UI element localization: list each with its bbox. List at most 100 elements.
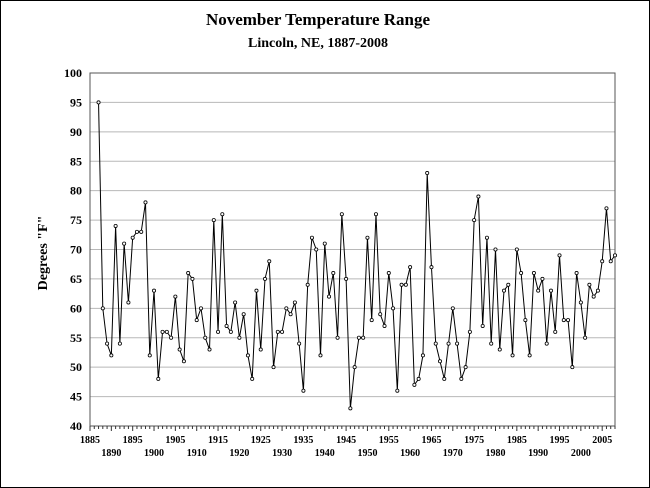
data-point (557, 253, 562, 258)
data-point (105, 341, 110, 346)
x-tick-label: 1895 (123, 435, 143, 446)
data-point (527, 353, 532, 358)
data-point (442, 376, 447, 381)
data-point (198, 306, 203, 311)
data-point (288, 312, 293, 317)
plot-area-border (89, 72, 616, 427)
data-point (450, 306, 455, 311)
data-point (134, 229, 139, 234)
x-tick-label: 1955 (379, 435, 399, 446)
data-point (433, 341, 438, 346)
data-point (548, 288, 553, 293)
data-point (301, 388, 306, 393)
data-point (412, 382, 417, 387)
data-point (156, 376, 161, 381)
x-tick-label: 1935 (293, 435, 313, 446)
data-point (344, 276, 349, 281)
data-point (113, 223, 118, 228)
data-point (147, 353, 152, 358)
data-point (574, 271, 579, 276)
data-point (604, 206, 609, 211)
data-point (348, 406, 353, 411)
data-point (271, 365, 276, 370)
data-point (233, 300, 238, 305)
data-point (608, 259, 613, 264)
data-point (455, 341, 460, 346)
data-point (472, 218, 477, 223)
data-point (544, 341, 549, 346)
data-point (220, 212, 225, 217)
data-point (194, 318, 199, 323)
data-point (600, 259, 605, 264)
x-tick-label: 1905 (165, 435, 185, 446)
x-tick-label: 1950 (357, 448, 377, 459)
data-point (373, 212, 378, 217)
data-point (254, 288, 259, 293)
x-tick-label: 1930 (272, 448, 292, 459)
data-point (109, 353, 114, 358)
data-point (181, 359, 186, 364)
data-point (237, 335, 242, 340)
data-point (446, 341, 451, 346)
data-point (245, 353, 250, 358)
y-tick-label: 60 (70, 301, 82, 315)
data-point (211, 218, 216, 223)
data-point (331, 271, 336, 276)
data-point (476, 194, 481, 199)
data-point (126, 300, 131, 305)
data-point (489, 341, 494, 346)
x-tick-label: 1940 (315, 448, 335, 459)
data-point (361, 335, 366, 340)
data-point (96, 100, 101, 105)
x-tick-label: 1925 (251, 435, 271, 446)
data-point (314, 247, 319, 252)
x-tick-label: 1975 (464, 435, 484, 446)
data-point (152, 288, 157, 293)
data-point (190, 276, 195, 281)
data-point (309, 235, 314, 240)
y-tick-label: 55 (70, 331, 82, 345)
data-point (139, 229, 144, 234)
data-point (186, 271, 191, 276)
y-axis-label: Degrees "F" (36, 216, 51, 291)
data-point (493, 247, 498, 252)
data-point (160, 329, 165, 334)
data-point (335, 335, 340, 340)
x-tick-label: 1900 (144, 448, 164, 459)
data-point (267, 259, 272, 264)
y-tick-label: 85 (70, 154, 82, 168)
chart-subtitle: Lincoln, NE, 1887-2008 (248, 36, 388, 51)
data-point (224, 323, 229, 328)
data-point (437, 359, 442, 364)
y-tick-label: 100 (64, 66, 82, 80)
x-tick-label: 1960 (400, 448, 420, 459)
data-point (327, 294, 332, 299)
data-point (284, 306, 289, 311)
data-point (531, 271, 536, 276)
data-point (391, 306, 396, 311)
data-point (122, 241, 127, 246)
data-point (561, 318, 566, 323)
x-tick-label: 2000 (571, 448, 591, 459)
x-tick-label: 1965 (421, 435, 441, 446)
series-line (98, 102, 616, 409)
data-point (169, 335, 174, 340)
x-tick-label: 2005 (592, 435, 612, 446)
x-tick-label: 1985 (507, 435, 527, 446)
x-tick-label: 1885 (80, 435, 100, 446)
data-point (318, 353, 323, 358)
data-point (305, 282, 310, 287)
data-point (480, 323, 485, 328)
data-point (228, 329, 233, 334)
data-point (275, 329, 280, 334)
data-point (382, 323, 387, 328)
data-point (463, 365, 468, 370)
y-tick-label: 70 (70, 243, 82, 257)
y-tick-label: 50 (70, 360, 82, 374)
data-point (241, 312, 246, 317)
data-point (143, 200, 148, 205)
data-point (378, 312, 383, 317)
series-layer (96, 100, 618, 411)
data-point (583, 335, 588, 340)
